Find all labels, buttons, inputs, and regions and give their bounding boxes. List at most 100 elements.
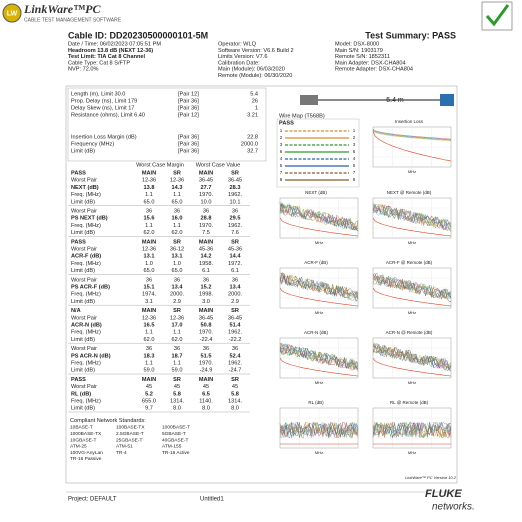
result-label: NEXT (dB) [71,185,99,191]
pin: 8 [280,177,283,182]
result-cell: 36-45 [228,315,242,321]
result-cell: 1962. [228,223,242,229]
standards-title: Compliant Network Standards: [70,418,146,424]
info-line: Remote Adapter: DSX-CHA804 [335,67,413,73]
result-cell: 1140. [199,398,213,404]
graph-limit [279,217,359,237]
wire-map-title: Wire Map (T568B) [279,113,325,119]
result-label: Freq. (MHz) [71,223,101,229]
graph-title: ACR-F @ Remote (dB) [386,260,433,265]
result-cell: 5.8 [231,391,239,397]
result-cell: 14.3 [172,185,183,191]
connector [300,95,318,105]
result-cell: 1962. [228,360,242,366]
result-label: Limit (dB) [71,368,95,374]
result-cell: 36 [146,277,152,283]
row-label: Insertion Loss Margin (dB) [71,134,137,140]
graph-curve [372,275,452,303]
row-label: Length (m), Limit 30.0 [71,91,125,97]
result-cell: 36-12 [170,246,184,252]
result-cell: 59.0 [172,368,183,374]
result-cell: 1998. [199,292,213,298]
graph-curve [279,343,359,372]
standard: 5GBASE-T [162,431,186,437]
standard: 100VG-AnyLan [70,450,103,456]
result-cell: 1.0 [173,261,181,267]
pin: 3 [280,142,283,147]
result-cell: MAIN [199,239,213,245]
result-cell: 16.5 [144,322,155,328]
result-cell: 36 [174,277,180,283]
row-label: Delay Skew (ns), Limit 17 [71,105,134,111]
standard: TR-16 Active [162,450,190,456]
value-header: Worst Case Value [196,162,241,168]
result-label: PS ACR-N (dB) [71,353,111,359]
result-label: Limit (dB) [71,268,95,274]
result-cell: 36 [203,208,209,214]
result-cell: MAIN [142,308,156,314]
info-line: Main Adapter: DSX-CHA804 [335,60,406,66]
result-cell: 36 [203,346,209,352]
result-label: Worst Pair [71,208,97,214]
result-cell: 1962. [228,192,242,198]
result-cell: 1970. [199,192,213,198]
result-label: Worst Pair [71,315,97,321]
row-value: 22.8 [247,134,258,140]
graph-curve [372,421,452,438]
graph-curve [372,421,452,438]
result-label: Worst Pair [71,384,97,390]
result-cell: 18.7 [172,353,183,359]
result-cell: 6.1 [202,268,210,274]
graph-limit [372,130,452,162]
pin: 6 [280,149,283,154]
row-pair: [Pair 36] [178,148,199,154]
graph-x-label: MHz [408,450,416,455]
pin: 6 [353,149,356,154]
row-value: 3.21 [247,112,258,118]
graph-curve [372,343,452,371]
result-cell: 1970. [199,330,213,336]
result-cell: 1314. [228,398,242,404]
result-label: Freq. (MHz) [71,360,101,366]
pin: 3 [353,142,356,147]
result-cell: 1970. [199,360,213,366]
graph-curve [279,272,359,302]
row-pair: [Pair 12] [178,91,199,97]
result-cell: 36-45 [199,178,213,184]
result-cell: MAIN [142,239,156,245]
graph-x-label: MHz [315,380,323,385]
result-label: Limit (dB) [71,406,95,412]
result-cell: 59.0 [144,368,155,374]
result-cell: 1970. [199,223,213,229]
result-cell: 7.5 [202,230,210,236]
pin: 4 [280,156,283,161]
result-cell: 45 [146,384,152,390]
graph-curve [372,274,452,302]
result-cell: 6.1 [231,268,239,274]
result-cell: 65.0 [144,199,155,205]
graph-curve [279,202,359,230]
result-label: Worst Pair [71,346,97,352]
standard: ATM-51 [116,444,133,450]
result-cell: 13.4 [172,284,184,290]
result-cell: 1958. [199,261,213,267]
result-cell: 12-36 [170,178,184,184]
pin: 2 [353,135,356,140]
result-label: Worst Pair [71,277,97,283]
standard: 25GBASE-T [116,437,142,443]
graph-curve [372,345,452,372]
info-line: Limits Version: V7.6 [218,54,267,60]
standard: 10GBASE-T [70,437,96,443]
result-cell: 36 [174,346,180,352]
result-cell: 62.0 [172,230,183,236]
result-cell: 45 [232,384,238,390]
result-cell: MAIN [199,377,213,383]
result-cell: 2.9 [173,299,181,305]
standard: ATM-25 [70,444,87,450]
pin: 2 [280,135,283,140]
graph-curve [279,202,359,231]
graph-curve [373,421,452,438]
graph-curve [372,129,452,140]
result-cell: 27.7 [201,185,212,191]
result-cell: 51.4 [230,322,242,328]
